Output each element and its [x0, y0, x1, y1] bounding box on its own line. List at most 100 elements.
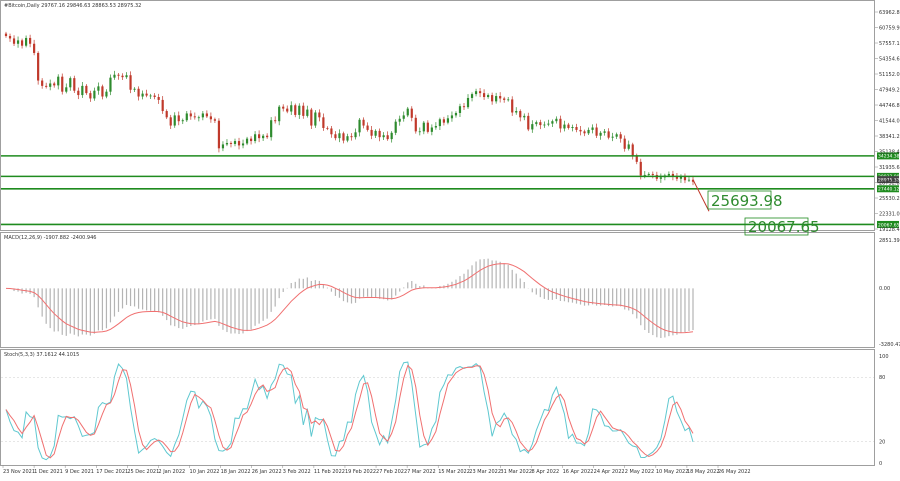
x-tick-label: 18 May 2022 — [687, 469, 720, 475]
stoch-tick-label: 80 — [879, 375, 885, 381]
candle-body — [326, 127, 329, 129]
stoch-tick-label: 0 — [879, 461, 882, 467]
support-line-label: 34234.38 — [878, 154, 900, 160]
candle-body — [338, 133, 341, 139]
candle-body — [245, 138, 249, 144]
candle-body — [213, 119, 217, 121]
candle-body — [346, 136, 349, 141]
candle-body — [201, 113, 204, 118]
macd-signal-line — [5, 263, 694, 334]
price-tag-label: 28975.32 — [878, 177, 900, 183]
candle-body — [318, 112, 321, 118]
candle-body — [503, 98, 506, 100]
candle-body — [221, 144, 225, 149]
candle-body — [109, 77, 112, 92]
candle-body — [266, 135, 269, 138]
candle-body — [258, 134, 261, 139]
x-tick-label: 15 Mar 2022 — [438, 469, 470, 475]
annotation-level-1: 25693.98 — [711, 192, 783, 210]
y-tick-label: 25530.20 — [879, 196, 900, 202]
candle-body — [45, 85, 48, 87]
candle-body — [651, 173, 654, 175]
candle-body — [125, 75, 128, 78]
candle-body — [157, 97, 160, 100]
x-tick-label: 16 Apr 2022 — [563, 469, 594, 475]
support-line-tag — [877, 152, 899, 160]
y-tick-label: 47949.20 — [879, 87, 900, 93]
candle-body — [454, 112, 458, 116]
candle-body — [181, 120, 184, 122]
candle-body — [61, 76, 64, 92]
candle-body — [298, 105, 301, 115]
candle-body — [294, 105, 297, 115]
y-tick-label: 63962.80 — [879, 10, 900, 16]
candle-body — [587, 129, 590, 134]
candle-body — [430, 127, 433, 132]
price-header: #Bitcoin,Daily 29767.16 29846.63 28863.5… — [4, 3, 141, 9]
candle-body — [599, 132, 602, 136]
candle-body — [515, 111, 518, 113]
candle-body — [611, 136, 614, 138]
candle-body — [233, 141, 237, 144]
stoch-d-line — [5, 364, 694, 459]
candle-body — [334, 134, 337, 139]
x-tick-label: 10 Jan 2022 — [190, 469, 220, 475]
candle-body — [149, 95, 152, 97]
candle-body — [398, 118, 401, 122]
candle-body — [117, 74, 120, 76]
candle-body — [290, 105, 293, 112]
candle-body — [402, 115, 405, 119]
candle-body — [286, 108, 289, 112]
candle-body — [197, 117, 200, 119]
candle-body — [253, 134, 257, 142]
candle-body — [575, 127, 578, 130]
candle-body — [639, 161, 642, 176]
candle-body — [322, 117, 325, 128]
candle-body — [362, 119, 365, 126]
candle-body — [426, 122, 429, 132]
macd-header: MACD(12,26,9) -1907.882 -2400.946 — [4, 235, 96, 241]
x-tick-label: 17 Dec 2021 — [96, 469, 128, 475]
candle-body — [33, 43, 36, 53]
x-tick-label: 26 May 2022 — [718, 469, 751, 475]
candle-body — [603, 131, 606, 133]
y-tick-label: 54354.60 — [879, 56, 900, 62]
stoch-tick-label: 100 — [879, 354, 889, 360]
candle-body — [225, 142, 229, 145]
candle-body — [270, 120, 273, 138]
candle-body — [93, 90, 96, 99]
stoch-panel — [1, 361, 874, 461]
axes: 63962.80 60759.99 57557.18 54354.60 51152.00… — [2, 10, 900, 475]
candle-body — [591, 127, 594, 130]
candle-body — [478, 91, 482, 94]
candle-body — [29, 37, 32, 44]
candle-body — [675, 176, 679, 179]
candle-body — [418, 131, 421, 133]
candle-body — [667, 173, 670, 176]
x-tick-label: 2 May 2022 — [625, 469, 654, 475]
candle-body — [229, 142, 233, 144]
candle-body — [121, 75, 124, 78]
candle-body — [49, 83, 52, 87]
candle-body — [209, 116, 212, 120]
candle-body — [69, 78, 72, 88]
candle-body — [470, 94, 474, 98]
candle-body — [249, 138, 253, 142]
annotation-level-2: 20067.65 — [748, 218, 820, 236]
y-tick-label: 35138.40 — [879, 149, 900, 155]
candle-body — [406, 108, 409, 116]
candle-body — [466, 97, 470, 108]
candle-body — [462, 106, 466, 108]
candle-body — [410, 108, 413, 118]
candle-body — [394, 121, 397, 133]
candle-body — [679, 175, 683, 179]
y-tick-label: 38341.20 — [879, 134, 900, 140]
candle-body — [535, 122, 538, 125]
support-line-label: 27440.12 — [878, 187, 900, 193]
candle-body — [165, 111, 168, 118]
candle-body — [85, 85, 88, 94]
candle-body — [495, 96, 498, 102]
candle-body — [354, 132, 357, 138]
macd-panel-frame — [0, 232, 875, 348]
candle-body — [20, 40, 24, 46]
